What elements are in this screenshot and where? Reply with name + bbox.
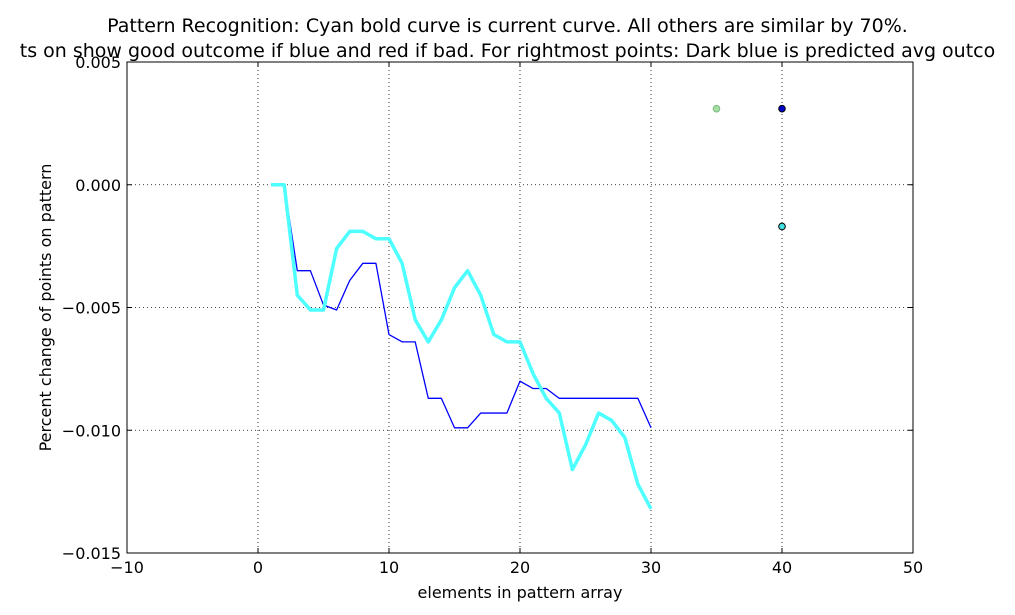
x-tick-label: 40 — [772, 558, 792, 577]
y-axis-label: Percent change of points on pattern — [36, 164, 55, 452]
x-tick-label: 50 — [903, 558, 923, 577]
axis-ticks: −10 0 10 20 30 40 50 −0.015 −0.010 −0.005 0.000 0.0… — [62, 53, 923, 577]
x-tick-label: 20 — [510, 558, 530, 577]
predicted-avg-outcome-point — [778, 104, 786, 113]
y-tick-label: −0.015 — [62, 544, 121, 563]
outcome-points — [712, 104, 786, 231]
similar-curve-line — [271, 184, 652, 429]
y-tick-label: 0.005 — [75, 53, 121, 72]
chart-subtitle: ts on show good outcome if blue and red … — [19, 40, 996, 62]
x-axis-label: elements in pattern array — [418, 583, 623, 602]
y-tick-label: −0.010 — [62, 421, 121, 440]
current-curve-line — [271, 183, 653, 510]
current-outcome-point — [778, 222, 786, 231]
grid — [127, 62, 913, 553]
y-tick-label: −0.005 — [62, 299, 121, 318]
x-tick-label: 30 — [641, 558, 661, 577]
x-tick-label: 0 — [253, 558, 263, 577]
y-tick-label: 0.000 — [75, 176, 121, 195]
series-group — [271, 183, 653, 510]
x-tick-label: −10 — [110, 558, 144, 577]
chart-title: Pattern Recognition: Cyan bold curve is … — [107, 15, 908, 37]
x-tick-label: 10 — [379, 558, 399, 577]
similar-outcome-point — [712, 104, 721, 113]
